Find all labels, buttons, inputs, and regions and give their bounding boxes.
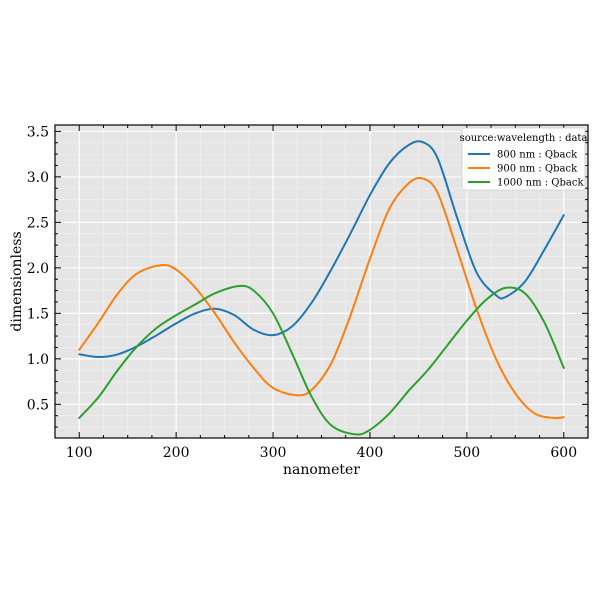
y-axis-label: dimensionless (9, 231, 25, 331)
legend: source:wavelength : data 800 nm : Qback … (460, 127, 588, 191)
x-tick-label: 600 (550, 445, 577, 461)
y-tick-label: 3.5 (27, 124, 49, 140)
series-layer (78, 140, 565, 436)
legend-title: source:wavelength : data (460, 133, 588, 144)
legend-label-1000nm: 1000 nm : Qback (497, 178, 584, 189)
legend-box (461, 127, 586, 191)
legend-label-800nm: 800 nm : Qback (497, 150, 578, 161)
y-tick-label: 1.5 (27, 306, 49, 322)
x-tick-label: 300 (260, 445, 287, 461)
x-tick-label: 100 (66, 445, 93, 461)
series-line-0 (78, 140, 565, 359)
x-tick-label: 200 (163, 445, 190, 461)
legend-label-900nm: 900 nm : Qback (497, 164, 578, 175)
x-tick-label: 500 (453, 445, 480, 461)
x-axis-label: nanometer (283, 462, 360, 478)
series-line-1 (78, 176, 565, 420)
y-tick-label: 2.5 (27, 215, 49, 231)
y-tick-label: 3.0 (27, 170, 49, 186)
series-line-2 (78, 284, 565, 436)
y-tick-label: 2.0 (27, 261, 49, 277)
ticks: 100 200 300 400 500 600 0.5 1.0 1.5 2.0 2.5 3.0 3.5 (27, 124, 589, 461)
y-tick-label: 0.5 (27, 397, 49, 413)
y-tick-label: 1.0 (27, 352, 49, 368)
x-tick-label: 400 (357, 445, 384, 461)
